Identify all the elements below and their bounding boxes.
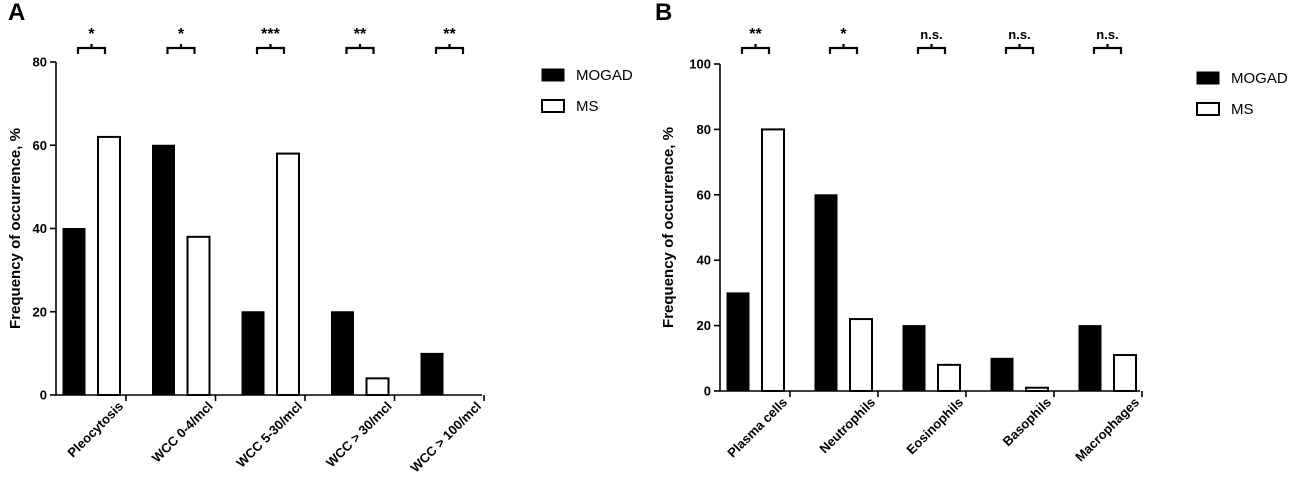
y-axis-label: Frequency of occurrence, % [660,127,677,328]
significance-bracket [916,44,947,54]
category-label: Macrophages [1072,395,1142,465]
significance-bracket [166,44,196,54]
y-tick-label: 0 [40,388,47,403]
legend-label-ms: MS [1231,101,1254,118]
significance-bracket [740,44,771,54]
significance-label: ** [749,26,762,43]
bar-mogad-wcc-100-mcl [420,352,444,396]
y-tick-label: 100 [689,57,711,72]
panel-letter: B [655,0,672,26]
bar-ms-plasma-cells [761,128,785,392]
category-label: WCC 0-4/mcl [149,399,216,466]
significance-label: n.s. [920,27,942,42]
significance-label: ** [443,26,456,43]
significance-label: n.s. [1008,27,1030,42]
significance-bracket [1092,44,1123,54]
bar-mogad-plasma-cells [726,292,750,392]
category-label: Pleocytosis [64,399,126,461]
legend-label-mogad: MOGAD [576,67,633,84]
significance-label: * [178,26,185,43]
bar-ms-wcc-0-4-mcl [186,235,211,396]
significance-bracket [345,44,375,54]
legend-label-ms: MS [576,98,599,115]
y-tick-label: 40 [33,221,47,236]
category-label: Plasma cells [724,395,790,461]
significance-bracket [76,44,107,54]
bar-mogad-eosinophils [902,325,926,392]
bar-ms-pleocytosis [97,135,121,397]
category-label: WCC > 30/mcl [323,399,395,471]
legend-swatch-mogad [1196,71,1220,85]
significance-label: n.s. [1096,27,1118,42]
bar-mogad-basophils [990,357,1014,392]
category-label: WCC 5-30/mcl [233,399,305,471]
significance-label: *** [261,26,280,43]
bar-ms-wcc-30-mcl [365,377,390,397]
y-tick-label: 80 [33,55,47,70]
y-axis-label: Frequency of occurrence, % [7,128,24,329]
y-tick-label: 20 [697,318,711,333]
panel-letter: A [8,0,25,26]
legend-swatch-ms [541,99,565,113]
bar-ms-macrophages [1113,354,1137,392]
bar-mogad-wcc-30-mcl [331,311,354,396]
significance-bracket [434,44,465,54]
bar-ms-eosinophils [937,363,961,392]
significance-bracket [1004,44,1035,54]
bar-mogad-wcc-0-4-mcl [152,144,175,396]
bar-ms-wcc-5-30-mcl [276,152,300,396]
bar-ms-basophils [1025,386,1049,393]
y-tick-label: 40 [697,253,711,268]
significance-label: ** [354,26,367,43]
y-tick-label: 20 [33,304,47,319]
y-tick-label: 60 [697,187,711,202]
significance-bracket [255,44,286,54]
y-tick-label: 0 [704,384,711,399]
category-label: Basophils [1000,395,1055,450]
bar-mogad-macrophages [1078,325,1102,392]
significance-label: * [88,26,95,43]
legend-label-mogad: MOGAD [1231,70,1288,87]
bar-mogad-wcc-5-30-mcl [241,311,265,396]
y-tick-label: 60 [33,138,47,153]
bar-mogad-pleocytosis [62,228,86,396]
y-tick-label: 80 [697,122,711,137]
category-label: WCC > 100/mcl [407,399,484,476]
bar-ms-neutrophils [849,318,873,392]
panel-a: A Frequency of occurrence, % 0 20 40 60 80 Pleo… [7,0,633,475]
significance-bracket [828,44,859,54]
significance-label: * [840,26,847,43]
legend-swatch-mogad [541,68,565,82]
category-label: Eosinophils [903,395,966,458]
category-label: Neutrophils [816,395,878,457]
bar-mogad-neutrophils [814,194,838,392]
panel-b: B Frequency of occurrence, % 0 20 40 60 80 100 P… [655,0,1288,464]
legend-swatch-ms [1196,102,1220,116]
